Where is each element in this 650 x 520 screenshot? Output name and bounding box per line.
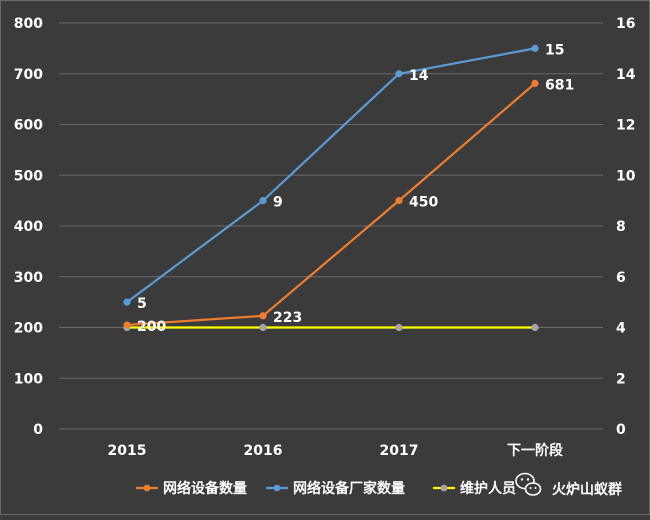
wechat-icon — [515, 472, 542, 496]
data-label: 681 — [545, 77, 574, 93]
left-tick-label: 800 — [14, 16, 43, 32]
series-markers — [123, 44, 539, 332]
data-label: 200 — [137, 319, 166, 335]
left-tick-label: 500 — [14, 168, 43, 184]
right-tick-label: 12 — [616, 118, 635, 134]
data-point — [123, 321, 131, 329]
legend-swatch-marker — [273, 484, 281, 492]
right-tick-label: 16 — [616, 16, 635, 32]
left-tick-label: 400 — [14, 219, 43, 235]
data-point — [259, 323, 267, 332]
left-tick-label: 0 — [33, 422, 43, 438]
legend-item-label: 网络设备厂家数量 — [293, 480, 405, 497]
data-label: 223 — [273, 310, 302, 326]
right-tick-label: 4 — [616, 321, 626, 337]
watermark: 火炉山蚁群 — [515, 472, 622, 498]
left-tick-label: 200 — [14, 321, 43, 337]
data-label: 450 — [409, 195, 438, 211]
right-tick-label: 0 — [616, 422, 626, 438]
category-axis-labels: 2015 2016 2017 下一阶段 — [108, 442, 563, 459]
watermark-text: 火炉山蚁群 — [552, 481, 622, 498]
right-tick-label: 10 — [616, 168, 636, 184]
legend: 网络设备数量 网络设备厂家数量 维护人员 — [136, 480, 516, 497]
right-tick-label: 14 — [616, 67, 636, 83]
data-point — [395, 70, 403, 78]
right-tick-label: 8 — [616, 219, 626, 235]
category-label: 2016 — [244, 443, 283, 459]
data-point — [123, 298, 131, 306]
left-tick-label: 600 — [14, 118, 43, 134]
legend-swatch-marker — [440, 484, 448, 492]
left-tick-label: 100 — [14, 371, 43, 387]
series-lines — [126, 47, 536, 329]
data-label: 5 — [137, 296, 147, 312]
data-point — [531, 44, 539, 52]
series-line — [126, 47, 536, 304]
data-point — [531, 323, 539, 332]
data-point — [395, 197, 403, 205]
data-label: 15 — [545, 42, 564, 58]
data-label: 14 — [409, 68, 429, 84]
series-line — [126, 82, 536, 327]
category-label: 下一阶段 — [507, 442, 563, 459]
gridlines — [59, 22, 603, 430]
data-point — [259, 197, 267, 205]
legend-item-label: 网络设备数量 — [163, 480, 247, 497]
data-labels: 200 223 450 681 5 9 14 15 — [137, 42, 574, 335]
right-axis-ticks: 0 2 4 6 8 10 12 14 16 — [616, 16, 636, 438]
left-tick-label: 700 — [14, 67, 43, 83]
data-point — [531, 79, 539, 87]
data-label: 9 — [273, 195, 283, 211]
category-label: 2015 — [108, 443, 147, 459]
legend-swatch-marker — [143, 484, 151, 492]
left-axis-ticks: 0 100 200 300 400 500 600 700 800 — [14, 16, 43, 438]
data-point — [259, 312, 267, 320]
right-tick-label: 6 — [616, 270, 626, 286]
category-label: 2017 — [380, 443, 419, 459]
data-point — [395, 323, 403, 332]
right-tick-label: 2 — [616, 371, 626, 387]
left-tick-label: 300 — [14, 270, 43, 286]
legend-item-label: 维护人员 — [460, 480, 516, 497]
